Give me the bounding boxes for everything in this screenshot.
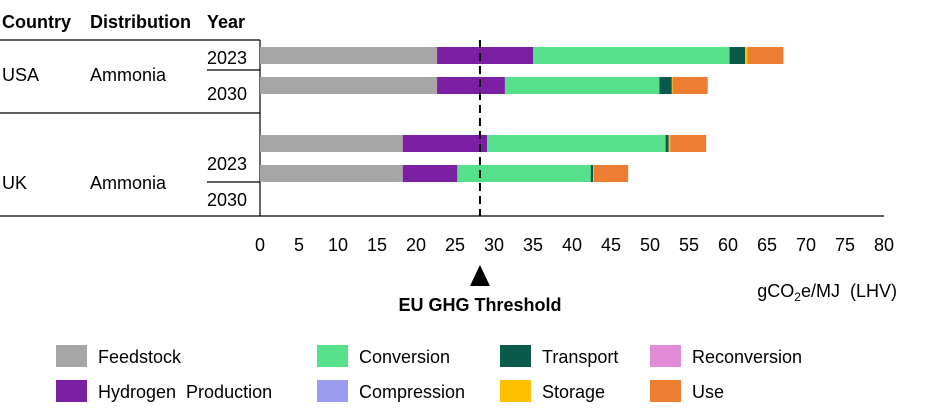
bar-1-conversion-segment bbox=[533, 47, 730, 64]
x-tick-label-35: 35 bbox=[523, 235, 543, 255]
bar-1-storage-segment bbox=[745, 47, 748, 64]
legend-label-hydrogen-production: Hydrogen Production bbox=[98, 382, 272, 402]
x-tick-label-70: 70 bbox=[796, 235, 816, 255]
x-tick-label-75: 75 bbox=[835, 235, 855, 255]
threshold-arrow-icon bbox=[469, 265, 490, 286]
bar-3-feedstock-segment bbox=[260, 135, 403, 152]
legend-label-transport: Transport bbox=[542, 347, 618, 367]
uk-year-2030-label: 2030 bbox=[207, 190, 247, 210]
legend-swatch-hydrogen-production bbox=[56, 380, 87, 402]
uk-country-label: UK bbox=[2, 173, 27, 193]
x-tick-label-5: 5 bbox=[294, 235, 304, 255]
legend-label-storage: Storage bbox=[542, 382, 605, 402]
header-country: Country bbox=[2, 12, 71, 32]
x-tick-label-55: 55 bbox=[679, 235, 699, 255]
bar-4-transport-segment bbox=[590, 165, 594, 182]
bar-1-hydrogen-production-segment bbox=[437, 47, 533, 64]
bar-2-storage-segment bbox=[671, 77, 673, 94]
x-tick-label-20: 20 bbox=[406, 235, 426, 255]
legend-swatch-conversion bbox=[317, 345, 348, 367]
legend-label-feedstock: Feedstock bbox=[98, 347, 182, 367]
bar-4-storage-segment bbox=[593, 165, 594, 182]
usa-distribution-label: Ammonia bbox=[90, 65, 167, 85]
bar-1-transport-segment bbox=[729, 47, 746, 64]
bar-4-hydrogen-production-segment bbox=[402, 165, 458, 182]
header-year: Year bbox=[207, 12, 245, 32]
x-tick-label-15: 15 bbox=[367, 235, 387, 255]
bar-2-transport-segment bbox=[659, 77, 672, 94]
x-tick-labels: 0 5 10 15 20 25 30 35 40 45 50 55 60 65 70 75 80 bbox=[255, 235, 894, 255]
bar-4-use-segment bbox=[593, 165, 629, 182]
x-axis-label: gCO2e/MJ (LHV) bbox=[757, 281, 897, 304]
uk-year-2023-label: 2023 bbox=[207, 154, 247, 174]
bar-3-hydrogen-production-segment bbox=[402, 135, 487, 152]
legend-label-compression: Compression bbox=[359, 382, 465, 402]
bar-4-feedstock-segment bbox=[260, 165, 403, 182]
x-tick-label-80: 80 bbox=[874, 235, 894, 255]
x-tick-label-60: 60 bbox=[718, 235, 738, 255]
bar-2-use-segment bbox=[672, 77, 708, 94]
bar-3-use-segment bbox=[670, 135, 707, 152]
x-tick-label-0: 0 bbox=[255, 235, 265, 255]
legend-swatch-reconversion bbox=[650, 345, 681, 367]
x-tick-label-25: 25 bbox=[445, 235, 465, 255]
x-tick-label-30: 30 bbox=[484, 235, 504, 255]
x-tick-label-50: 50 bbox=[640, 235, 660, 255]
x-tick-label-45: 45 bbox=[601, 235, 621, 255]
legend-swatch-use bbox=[650, 380, 681, 402]
usa-year-2030-label: 2030 bbox=[207, 84, 247, 104]
bars-layer bbox=[260, 47, 784, 182]
bar-3-storage-segment bbox=[668, 135, 671, 152]
x-tick-label-40: 40 bbox=[562, 235, 582, 255]
bar-3-transport-segment bbox=[665, 135, 669, 152]
header-distribution: Distribution bbox=[90, 12, 191, 32]
bar-3-conversion-segment bbox=[486, 135, 666, 152]
x-tick-label-65: 65 bbox=[757, 235, 777, 255]
bar-1-use-segment bbox=[747, 47, 784, 64]
legend-label-conversion: Conversion bbox=[359, 347, 450, 367]
usa-country-label: USA bbox=[2, 65, 39, 85]
usa-year-2023-label: 2023 bbox=[207, 48, 247, 68]
legend-label-use: Use bbox=[692, 382, 724, 402]
legend-label-reconversion: Reconversion bbox=[692, 347, 802, 367]
legend-swatch-feedstock bbox=[56, 345, 87, 367]
uk-distribution-label: Ammonia bbox=[90, 173, 167, 193]
bar-2-conversion-segment bbox=[504, 77, 660, 94]
bar-2-feedstock-segment bbox=[260, 77, 438, 94]
legend: Feedstock Hydrogen Production Conversion Co… bbox=[56, 345, 802, 402]
threshold-label: EU GHG Threshold bbox=[398, 295, 561, 315]
legend-swatch-compression bbox=[317, 380, 348, 402]
bar-1-feedstock-segment bbox=[260, 47, 438, 64]
legend-swatch-storage bbox=[500, 380, 531, 402]
x-tick-label-10: 10 bbox=[328, 235, 348, 255]
bar-2-hydrogen-production-segment bbox=[437, 77, 505, 94]
bar-4-conversion-segment bbox=[457, 165, 591, 182]
legend-swatch-transport bbox=[500, 345, 531, 367]
